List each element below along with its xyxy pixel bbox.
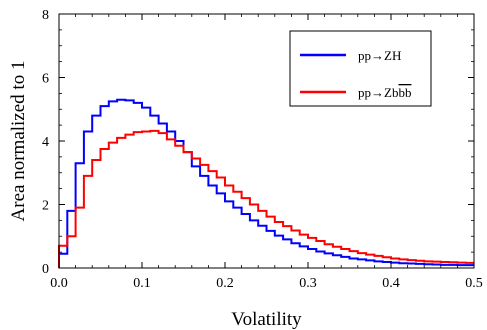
y-tick-label: 6	[42, 72, 49, 87]
series-1-line	[58, 129, 474, 268]
ticks-layer	[58, 13, 475, 269]
y-axis-label: Area normalized to 1	[8, 61, 29, 222]
legend-box	[289, 30, 432, 107]
y-tick-label: 2	[42, 199, 49, 214]
x-tick-label: 0.0	[50, 276, 68, 291]
series-0-line	[58, 98, 474, 268]
legend-label-zbb-bar: bb	[398, 85, 411, 100]
x-tick-label: 0.1	[133, 276, 151, 291]
legend: pp→ZH pp→Zbbb	[289, 30, 432, 107]
legend-label-zbb: pp→Zbbb	[358, 85, 411, 100]
x-tick-label: 0.3	[299, 276, 317, 291]
legend-label-zbb-base: pp→Zb	[358, 85, 398, 100]
x-axis-label: Volatility	[231, 309, 302, 330]
series-layer	[58, 98, 474, 268]
y-tick-label: 4	[42, 135, 49, 150]
y-tick-label: 0	[42, 262, 49, 277]
x-tick-label: 0.2	[216, 276, 234, 291]
y-tick-label: 8	[42, 8, 49, 23]
tick-labels-layer: 0.0 0.1 0.2 0.3 0.4 0.5 0 2 4 6 8	[42, 8, 483, 291]
legend-label-zh: pp→ZH	[358, 48, 401, 63]
x-tick-label: 0.5	[465, 276, 483, 291]
x-tick-label: 0.4	[382, 276, 400, 291]
